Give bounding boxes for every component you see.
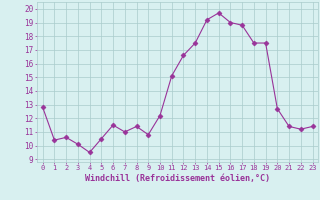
X-axis label: Windchill (Refroidissement éolien,°C): Windchill (Refroidissement éolien,°C) — [85, 174, 270, 183]
